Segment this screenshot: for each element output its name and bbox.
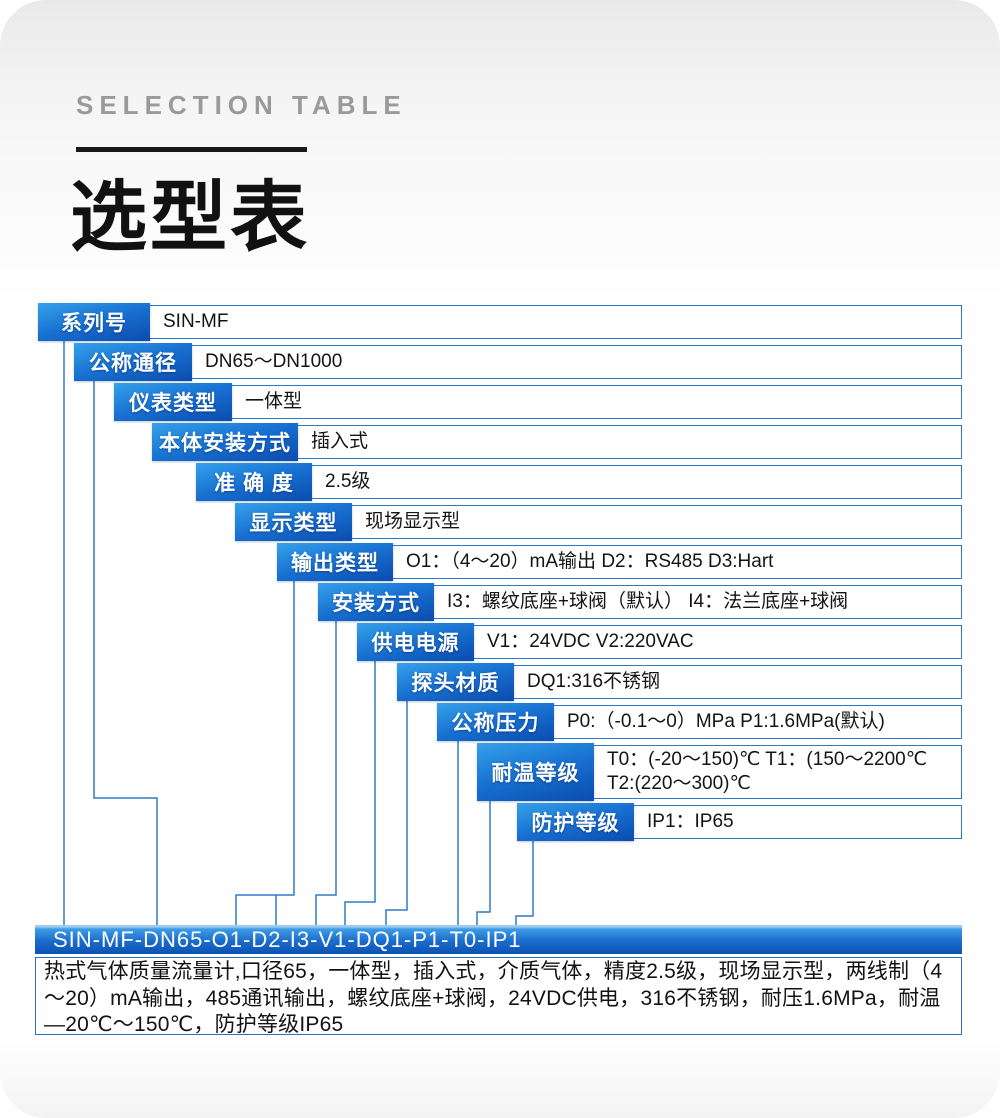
row-label: 系列号 (38, 303, 150, 341)
row-value: DQ1:316不锈钢 (512, 665, 962, 699)
row-label: 输出类型 (277, 543, 393, 581)
selection-row-ip-rating: IP1：IP65 防护等级 (517, 803, 962, 841)
row-value: 一体型 (230, 385, 962, 419)
row-value: 现场显示型 (350, 505, 962, 539)
row-label: 显示类型 (235, 503, 352, 541)
row-value: SIN-MF (148, 305, 962, 339)
model-code-bar: SIN-MF-DN65-O1-D2-I3-V1-DQ1-P1-T0-IP1 (35, 925, 962, 954)
row-value: IP1：IP65 (632, 805, 962, 839)
selection-row-meter-type: 一体型 仪表类型 (114, 383, 962, 421)
row-label: 仪表类型 (114, 383, 232, 421)
selection-row-body-mount: 插入式 本体安装方式 (152, 423, 962, 461)
row-label: 准 确 度 (196, 463, 312, 501)
section-eyebrow: SELECTION TABLE (76, 90, 407, 120)
row-value: V1：24VDC V2:220VAC (472, 625, 962, 659)
row-value: DN65～DN1000 (190, 345, 962, 379)
row-value: 插入式 (296, 425, 962, 459)
selection-row-diameter: DN65～DN1000 公称通径 (74, 343, 962, 381)
selection-row-series: SIN-MF 系列号 (38, 303, 962, 341)
selection-row-output-type: O1：（4～20）mA输出 D2：RS485 D3:Hart 输出类型 (277, 543, 962, 581)
row-label: 安装方式 (318, 583, 434, 621)
row-label: 本体安装方式 (152, 423, 298, 461)
title-underline (76, 147, 307, 152)
model-code: SIN-MF-DN65-O1-D2-I3-V1-DQ1-P1-T0-IP1 (53, 926, 522, 952)
selection-row-install-method: I3：螺纹底座+球阀（默认） I4：法兰底座+球阀 安装方式 (318, 583, 962, 621)
selection-row-probe-material: DQ1:316不锈钢 探头材质 (397, 663, 962, 701)
model-description: 热式气体质量流量计,口径65，一体型，插入式，介质气体，精度2.5级，现场显示型… (35, 957, 962, 1036)
row-label: 防护等级 (517, 803, 634, 841)
row-value: O1：（4～20）mA输出 D2：RS485 D3:Hart (391, 545, 962, 579)
row-label: 耐温等级 (477, 743, 594, 801)
selection-row-pressure: P0:（-0.1～0）MPa P1:1.6MPa(默认) 公称压力 (437, 703, 962, 741)
row-value: P0:（-0.1～0）MPa P1:1.6MPa(默认) (552, 705, 962, 739)
selection-row-accuracy: 2.5级 准 确 度 (196, 463, 962, 501)
row-label: 公称压力 (437, 703, 554, 741)
selection-row-temp-rating: T0：(-20～150)℃ T1：(150～2200℃ T2:(220～300)… (477, 743, 962, 801)
row-label: 公称通径 (74, 343, 192, 381)
page-title: 选型表 (70, 175, 310, 261)
selection-row-display-type: 现场显示型 显示类型 (235, 503, 962, 541)
selection-row-power-supply: V1：24VDC V2:220VAC 供电电源 (357, 623, 962, 661)
row-label: 探头材质 (397, 663, 514, 701)
row-value: I3：螺纹底座+球阀（默认） I4：法兰底座+球阀 (432, 585, 962, 619)
row-value: 2.5级 (310, 465, 962, 499)
row-label: 供电电源 (357, 623, 474, 661)
